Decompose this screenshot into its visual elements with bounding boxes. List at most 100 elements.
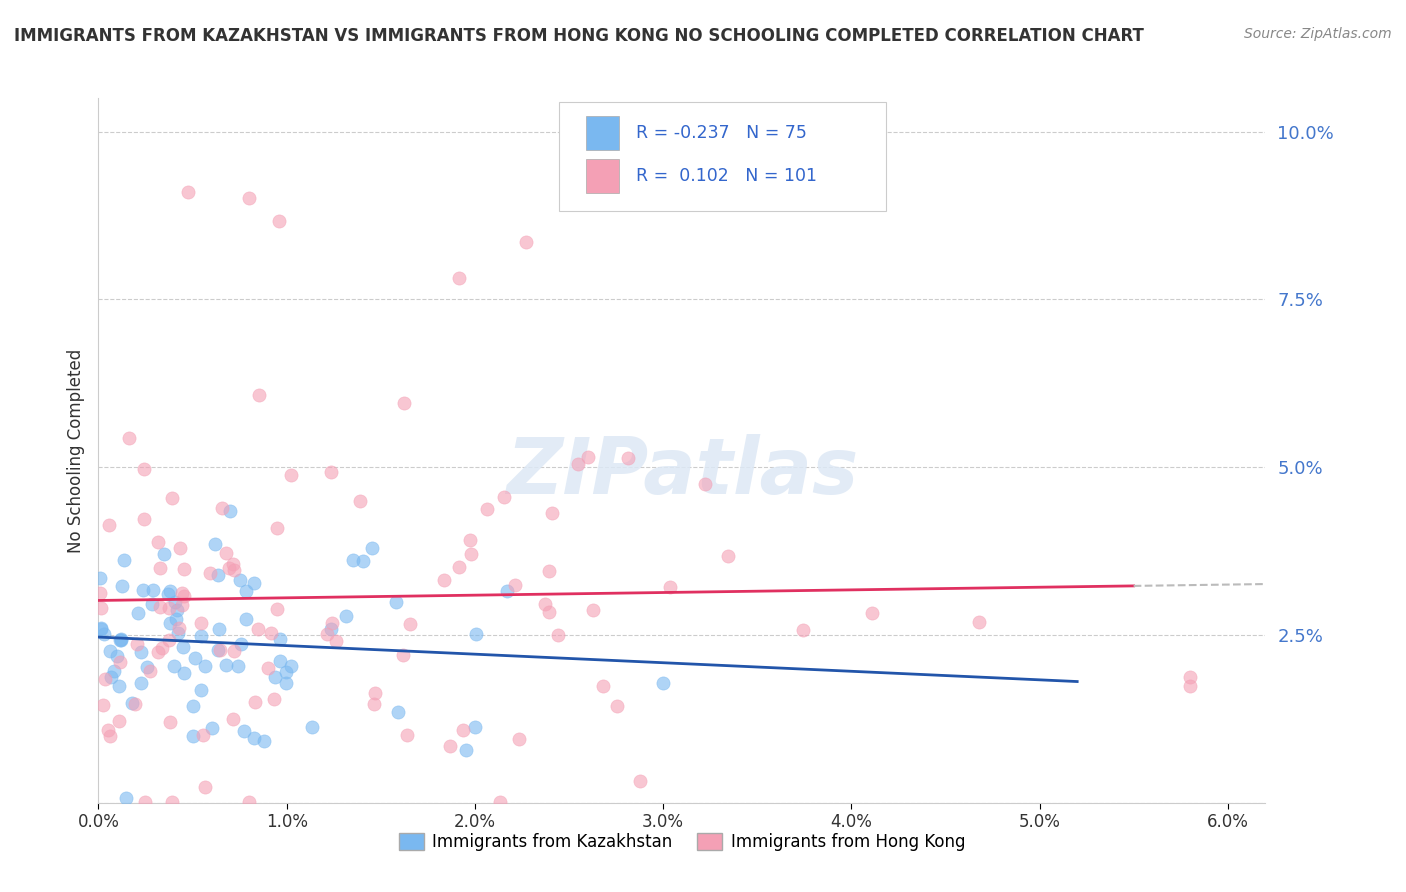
Point — [449, 271, 471, 285]
Point — [166, 603, 188, 617]
Point — [243, 695, 266, 709]
Point — [149, 599, 172, 614]
Point — [352, 553, 374, 567]
Point — [232, 724, 254, 739]
Point — [224, 644, 246, 658]
Point — [150, 641, 173, 656]
Point — [108, 679, 131, 693]
Point — [349, 494, 371, 508]
Point — [139, 665, 162, 679]
Point — [90, 621, 112, 635]
Point — [172, 640, 194, 654]
Point — [464, 720, 486, 734]
Point — [387, 705, 409, 719]
Point — [231, 637, 253, 651]
Point — [269, 653, 291, 667]
Point — [492, 490, 515, 504]
Point — [221, 557, 243, 571]
Point — [121, 696, 143, 710]
Point — [170, 586, 193, 600]
Point — [211, 500, 233, 515]
Point — [398, 616, 420, 631]
Y-axis label: No Schooling Completed: No Schooling Completed — [66, 349, 84, 552]
Point — [321, 616, 343, 631]
Point — [136, 660, 159, 674]
Point — [142, 583, 165, 598]
Point — [173, 665, 195, 680]
Point — [274, 665, 297, 680]
Point — [169, 621, 191, 635]
Point — [165, 612, 187, 626]
Point — [257, 661, 280, 675]
Point — [533, 597, 555, 611]
Point — [392, 648, 415, 662]
Point — [342, 553, 364, 567]
Point — [159, 615, 181, 630]
Point — [226, 658, 249, 673]
Point — [460, 547, 482, 561]
Point — [181, 698, 204, 713]
Point — [515, 235, 537, 250]
Point — [717, 549, 740, 563]
Point — [141, 597, 163, 611]
Point — [392, 395, 415, 409]
FancyBboxPatch shape — [586, 117, 619, 150]
Point — [266, 602, 288, 616]
Point — [274, 676, 297, 690]
Point — [110, 656, 132, 670]
Point — [89, 586, 111, 600]
Point — [260, 626, 283, 640]
Point — [149, 560, 172, 574]
Point — [606, 698, 628, 713]
Point — [385, 595, 408, 609]
Point — [98, 644, 121, 658]
Point — [115, 791, 138, 805]
FancyBboxPatch shape — [586, 159, 619, 193]
Point — [363, 698, 385, 712]
Point — [659, 581, 682, 595]
Point — [315, 626, 337, 640]
Point — [200, 566, 222, 580]
Point — [263, 691, 285, 706]
Point — [100, 669, 122, 683]
Point — [458, 533, 481, 547]
Point — [218, 561, 240, 575]
Point — [132, 582, 155, 597]
Point — [652, 676, 675, 690]
Point — [451, 723, 474, 737]
Point — [112, 552, 135, 566]
Point — [177, 185, 200, 199]
Point — [267, 213, 290, 227]
Text: ZIPatlas: ZIPatlas — [506, 434, 858, 509]
Point — [208, 643, 231, 657]
Point — [91, 698, 114, 712]
Point — [129, 645, 152, 659]
Point — [207, 643, 229, 657]
Point — [90, 623, 112, 637]
Point — [860, 606, 883, 620]
Point — [221, 712, 243, 726]
Point — [194, 780, 217, 794]
Text: R =  0.102   N = 101: R = 0.102 N = 101 — [637, 167, 817, 185]
Point — [538, 605, 561, 619]
Point — [125, 636, 148, 650]
Point — [396, 728, 419, 742]
Point — [280, 658, 302, 673]
Point — [432, 573, 454, 587]
Point — [253, 733, 276, 747]
Point — [108, 633, 131, 648]
Point — [249, 388, 271, 402]
Point — [160, 491, 183, 505]
Point — [93, 627, 115, 641]
Point — [98, 730, 121, 744]
Point — [222, 563, 245, 577]
Point — [235, 612, 257, 626]
Point — [475, 502, 498, 516]
Point — [111, 579, 134, 593]
Point — [134, 795, 156, 809]
Point — [105, 649, 128, 664]
Point — [576, 450, 599, 465]
Point — [439, 739, 461, 753]
Point — [215, 546, 238, 560]
Point — [89, 571, 111, 585]
